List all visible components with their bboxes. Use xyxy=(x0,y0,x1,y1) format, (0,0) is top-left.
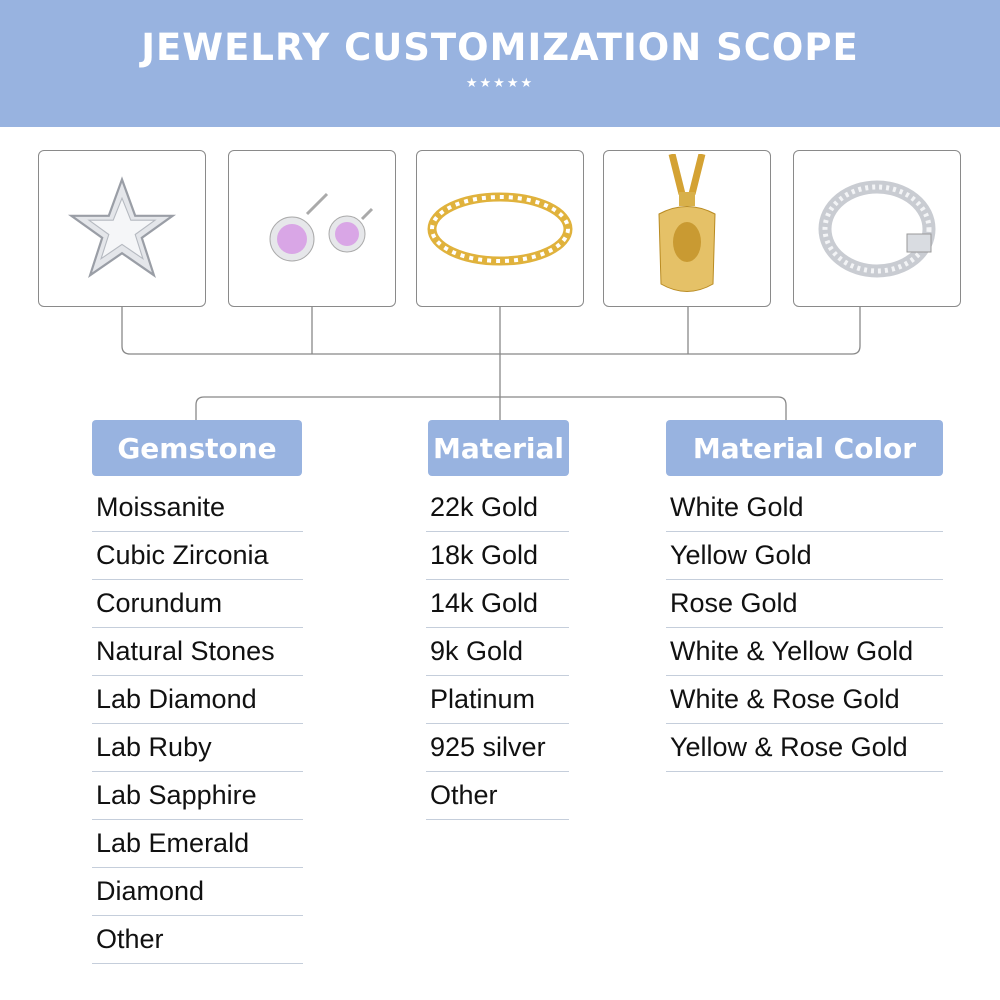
list-item: Moissanite xyxy=(92,484,303,532)
gold-tennis-bracelet-icon xyxy=(427,192,573,265)
list-item: 925 silver xyxy=(426,724,569,772)
list-item: 22k Gold xyxy=(426,484,569,532)
list-item: Yellow & Rose Gold xyxy=(666,724,943,772)
category-header-material: Material xyxy=(428,420,569,476)
material-list: 22k Gold 18k Gold 14k Gold 9k Gold Plati… xyxy=(426,484,569,820)
list-item: Other xyxy=(426,772,569,820)
category-header-gemstone: Gemstone xyxy=(92,420,302,476)
product-jesus-pendant xyxy=(603,150,771,307)
list-item: White Gold xyxy=(666,484,943,532)
list-item: Diamond xyxy=(92,868,303,916)
list-item: 14k Gold xyxy=(426,580,569,628)
list-item: Lab Sapphire xyxy=(92,772,303,820)
product-tennis-bracelet xyxy=(416,150,584,307)
list-item: White & Yellow Gold xyxy=(666,628,943,676)
header-banner: JEWELRY CUSTOMIZATION SCOPE ★★★★★ xyxy=(0,0,1000,127)
list-item: Natural Stones xyxy=(92,628,303,676)
list-item: 9k Gold xyxy=(426,628,569,676)
star-pendant-icon xyxy=(67,175,177,278)
product-cuban-chain xyxy=(793,150,961,307)
list-item: Platinum xyxy=(426,676,569,724)
page-title: JEWELRY CUSTOMIZATION SCOPE xyxy=(141,26,859,69)
gemstone-list: Moissanite Cubic Zirconia Corundum Natur… xyxy=(92,484,303,964)
list-item: Corundum xyxy=(92,580,303,628)
list-item: 18k Gold xyxy=(426,532,569,580)
list-item: Other xyxy=(92,916,303,964)
stars-decoration: ★★★★★ xyxy=(465,76,535,91)
list-item: Lab Emerald xyxy=(92,820,303,868)
list-item: Cubic Zirconia xyxy=(92,532,303,580)
list-item: Lab Diamond xyxy=(92,676,303,724)
silver-cuban-chain-icon xyxy=(818,180,936,277)
pink-stud-earrings-icon xyxy=(269,192,374,261)
list-item: Yellow Gold xyxy=(666,532,943,580)
material-color-list: White Gold Yellow Gold Rose Gold White &… xyxy=(666,484,943,772)
gold-jesus-pendant-icon xyxy=(658,153,716,292)
product-stud-earrings xyxy=(228,150,396,307)
list-item: Rose Gold xyxy=(666,580,943,628)
product-star-pendant xyxy=(38,150,206,307)
category-header-material-color: Material Color xyxy=(666,420,943,476)
list-item: Lab Ruby xyxy=(92,724,303,772)
list-item: White & Rose Gold xyxy=(666,676,943,724)
